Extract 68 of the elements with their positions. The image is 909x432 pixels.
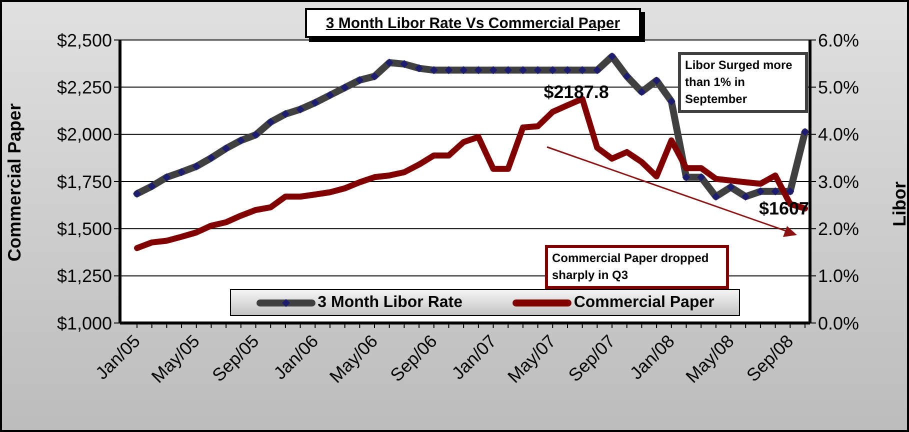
point [148, 182, 156, 190]
y2-tick-label: 1.0% [818, 266, 860, 286]
y2-tick-label: 5.0% [818, 78, 860, 98]
point [460, 66, 468, 74]
y-tick-label: $1,250 [56, 266, 112, 286]
point [563, 66, 572, 74]
point [400, 60, 408, 68]
annotation: Commercial Paper dropped sharply in Q3 [545, 245, 729, 289]
y2-tick-label: 3.0% [818, 172, 860, 192]
point [504, 66, 512, 74]
point [222, 144, 230, 152]
point [133, 190, 141, 198]
point [281, 110, 290, 118]
legend-label: Commercial Paper [574, 294, 714, 312]
legend-label: 3 Month Libor Rate [318, 294, 463, 312]
y2-tick-label: 2.0% [818, 219, 860, 240]
chart-title: 3 Month Libor Rate Vs Commercial Paper [305, 8, 641, 38]
point [326, 91, 334, 100]
point [638, 88, 646, 96]
point [340, 84, 349, 92]
point [252, 130, 260, 139]
point [192, 162, 200, 170]
point [756, 187, 764, 196]
point [444, 66, 453, 74]
point [370, 72, 379, 80]
point [682, 173, 690, 182]
point [742, 192, 750, 201]
y-axis-title: Commercial Paper [4, 103, 24, 262]
point [786, 187, 794, 196]
y-tick-label: $2,000 [56, 124, 112, 145]
point [667, 97, 676, 106]
point [296, 105, 304, 114]
point [178, 168, 186, 176]
data-label: $1607 [758, 198, 809, 218]
y-tick-label: $1,750 [56, 172, 112, 192]
point [608, 52, 616, 61]
point [207, 154, 216, 162]
point [489, 66, 498, 74]
point [474, 66, 482, 74]
y2-axis-title: Libor [889, 182, 909, 226]
point [356, 76, 364, 84]
point [712, 192, 720, 201]
point [771, 187, 780, 196]
point [236, 136, 245, 144]
point [593, 66, 602, 74]
y-tick-label: $2,500 [56, 30, 112, 50]
y2-tick-label: 6.0% [818, 30, 860, 50]
point [266, 118, 275, 126]
point [622, 72, 631, 80]
point [652, 76, 661, 85]
y2-tick-label: 4.0% [818, 124, 860, 145]
point [415, 64, 424, 72]
y-tick-label: $1,000 [56, 313, 112, 334]
annotation: Libor Surged more than 1% in September [678, 52, 808, 113]
point [548, 66, 557, 74]
point [518, 66, 527, 74]
y-tick-label: $2,250 [56, 78, 112, 98]
point [534, 66, 542, 74]
point [311, 98, 320, 107]
point [430, 66, 438, 74]
point [726, 183, 735, 192]
point [385, 58, 394, 67]
y2-tick-label: 0.0% [818, 313, 860, 334]
y-tick-label: $1,500 [56, 219, 112, 240]
point [578, 66, 586, 74]
point [801, 128, 809, 136]
point [162, 173, 171, 182]
point [697, 173, 706, 182]
